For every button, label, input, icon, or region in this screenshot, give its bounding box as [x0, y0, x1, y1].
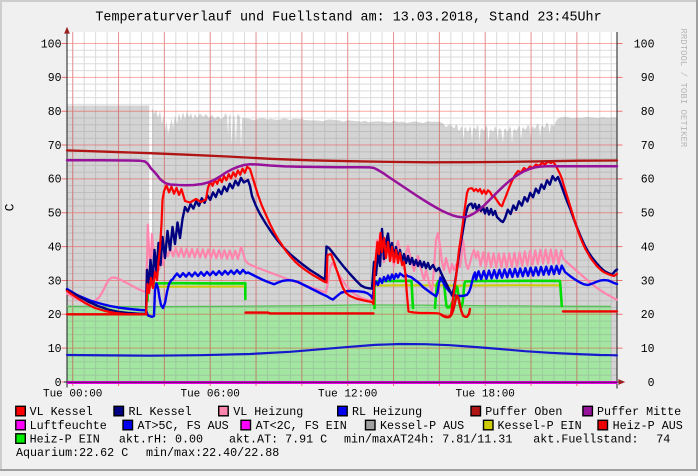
- svg-text:100: 100: [634, 38, 655, 51]
- svg-text:Tue 12:00: Tue 12:00: [318, 388, 377, 400]
- svg-text:50: 50: [48, 208, 62, 221]
- svg-text:40: 40: [48, 241, 62, 254]
- svg-text:60: 60: [641, 174, 655, 187]
- svg-text:80: 80: [48, 106, 62, 119]
- svg-text:RL Heizung: RL Heizung: [352, 405, 422, 419]
- svg-text:20: 20: [48, 309, 62, 322]
- svg-text:20: 20: [641, 309, 655, 322]
- svg-text:10: 10: [641, 343, 655, 356]
- svg-text:0: 0: [648, 377, 655, 390]
- svg-text:Heiz-P EIN: Heiz-P EIN: [30, 432, 100, 446]
- svg-text:Kessel-P EIN: Kessel-P EIN: [498, 419, 582, 433]
- svg-text:50: 50: [641, 208, 655, 221]
- svg-text:70: 70: [48, 140, 62, 153]
- svg-text:90: 90: [641, 72, 655, 85]
- svg-text:akt.Fuellstand:: akt.Fuellstand:: [533, 432, 638, 446]
- svg-text:40: 40: [641, 241, 655, 254]
- svg-text:90: 90: [48, 72, 62, 85]
- svg-text:akt.AT: 7.91 C: akt.AT: 7.91 C: [229, 432, 327, 446]
- svg-text:RRDTOOL / TOBI OETIKER: RRDTOOL / TOBI OETIKER: [678, 29, 688, 148]
- svg-text:C: C: [3, 203, 18, 211]
- svg-text:80: 80: [641, 106, 655, 119]
- svg-text:10: 10: [48, 343, 62, 356]
- svg-text:AT<2C, FS EIN: AT<2C, FS EIN: [256, 419, 347, 433]
- svg-text:60: 60: [48, 174, 62, 187]
- svg-text:Heiz-P AUS: Heiz-P AUS: [613, 419, 683, 433]
- svg-text:74: 74: [656, 432, 670, 446]
- svg-text:AT>5C, FS AUS: AT>5C, FS AUS: [138, 419, 229, 433]
- svg-text:min/maxAT24h: 7.81/11.31: min/maxAT24h: 7.81/11.31: [344, 432, 512, 446]
- svg-text:Aquarium:22.62 C: Aquarium:22.62 C: [16, 446, 128, 460]
- svg-text:akt.rH: 0.00: akt.rH: 0.00: [119, 432, 203, 446]
- svg-text:Luftfeuchte: Luftfeuchte: [30, 419, 107, 433]
- svg-text:100: 100: [41, 38, 62, 51]
- svg-text:min/max:22.40/22.88: min/max:22.40/22.88: [146, 446, 279, 460]
- svg-text:Tue 06:00: Tue 06:00: [180, 388, 239, 400]
- svg-text:Tue 18:00: Tue 18:00: [455, 388, 514, 400]
- svg-text:Temperaturverlauf und Fuellsta: Temperaturverlauf und Fuellstand am: 13.…: [95, 11, 601, 26]
- svg-text:70: 70: [641, 140, 655, 153]
- svg-text:Puffer Mitte: Puffer Mitte: [597, 405, 681, 419]
- svg-text:VL Heizung: VL Heizung: [233, 405, 303, 419]
- svg-text:Kessel-P AUS: Kessel-P AUS: [380, 419, 464, 433]
- svg-text:VL Kessel: VL Kessel: [30, 405, 93, 419]
- svg-text:Puffer Oben: Puffer Oben: [485, 405, 562, 419]
- svg-text:Tue 00:00: Tue 00:00: [43, 388, 102, 400]
- svg-text:30: 30: [48, 275, 62, 288]
- svg-text:RL Kessel: RL Kessel: [129, 405, 192, 419]
- svg-text:30: 30: [641, 275, 655, 288]
- svg-text:0: 0: [55, 377, 62, 390]
